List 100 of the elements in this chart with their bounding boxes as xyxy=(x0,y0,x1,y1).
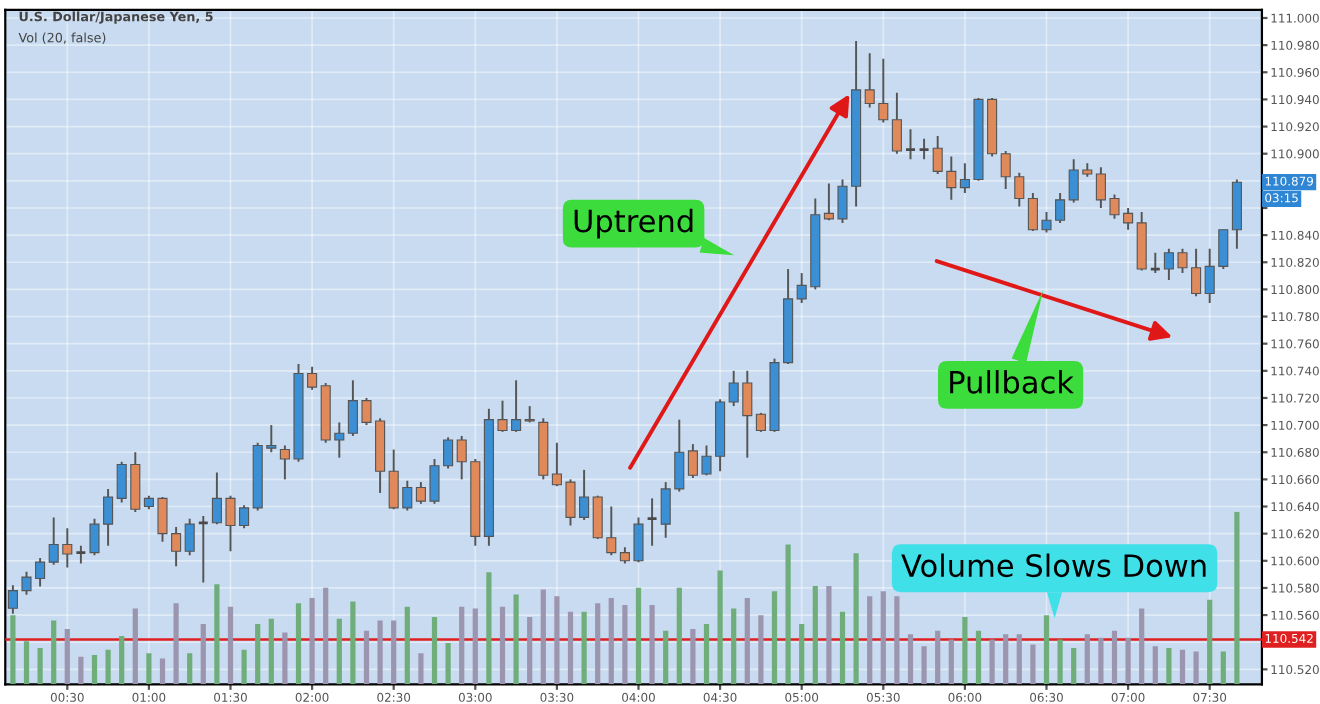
candlestick xyxy=(184,517,195,557)
bar xyxy=(268,618,274,685)
bar xyxy=(527,617,533,685)
bar xyxy=(567,611,574,685)
bar xyxy=(23,641,30,685)
bar xyxy=(1030,644,1036,685)
bar xyxy=(1220,651,1226,685)
bar xyxy=(336,618,342,685)
bar xyxy=(554,596,560,685)
bar xyxy=(1179,649,1186,685)
bar xyxy=(119,635,125,685)
annotation: Uptrend xyxy=(574,208,693,239)
bar xyxy=(1003,634,1009,685)
bar xyxy=(907,634,914,685)
bar xyxy=(731,608,737,685)
bar xyxy=(540,589,546,685)
annotation: Volume Slows Down xyxy=(901,553,1206,578)
bar xyxy=(867,596,873,685)
annotation: Pullback xyxy=(950,370,1074,394)
bar xyxy=(989,639,995,685)
bar xyxy=(663,630,669,685)
bar xyxy=(935,630,941,685)
bar xyxy=(37,648,43,685)
candlestick xyxy=(1136,211,1147,272)
bar xyxy=(91,654,98,685)
bar xyxy=(703,623,710,685)
bar xyxy=(187,653,193,685)
bar xyxy=(105,649,111,685)
bar xyxy=(758,615,764,685)
bar xyxy=(962,617,968,685)
bar xyxy=(1166,648,1172,685)
bar xyxy=(1098,637,1104,685)
bar xyxy=(839,611,846,685)
bar xyxy=(159,658,166,685)
bar xyxy=(649,604,655,685)
bar xyxy=(948,639,954,685)
bar xyxy=(309,598,315,685)
bar xyxy=(255,623,261,685)
candlestick xyxy=(891,91,902,155)
bar xyxy=(363,630,370,685)
bar xyxy=(785,544,791,685)
bar xyxy=(799,623,805,685)
bar xyxy=(1084,634,1090,685)
bar xyxy=(431,617,438,685)
bar xyxy=(717,570,723,685)
bar xyxy=(214,584,220,685)
bar xyxy=(513,594,519,685)
bar xyxy=(1071,648,1077,685)
bar xyxy=(771,591,778,685)
bar xyxy=(744,598,750,685)
candlestick xyxy=(1231,178,1242,250)
bar xyxy=(1016,634,1022,685)
bar xyxy=(200,623,206,685)
bar xyxy=(282,632,288,685)
bar xyxy=(418,653,424,685)
candlestick xyxy=(918,137,930,161)
bar xyxy=(921,646,927,685)
bar xyxy=(1193,651,1199,685)
bar xyxy=(459,606,465,685)
bar xyxy=(227,606,234,685)
bar xyxy=(826,585,832,685)
bar xyxy=(404,606,410,685)
bar xyxy=(64,629,70,685)
candlestick xyxy=(904,128,917,161)
bar xyxy=(595,603,601,685)
bar xyxy=(1234,511,1240,685)
bar xyxy=(78,656,84,685)
bar xyxy=(241,649,247,685)
bar xyxy=(350,601,356,685)
bar xyxy=(608,598,614,685)
bar xyxy=(486,572,492,685)
candlestick xyxy=(197,515,210,584)
bar xyxy=(146,653,152,685)
bar xyxy=(51,620,57,685)
bar xyxy=(1043,615,1050,685)
bar xyxy=(635,587,642,685)
bar xyxy=(622,604,628,685)
bar xyxy=(499,606,506,685)
bar xyxy=(581,611,587,685)
bar xyxy=(1152,646,1158,685)
bar xyxy=(1057,639,1063,685)
bar xyxy=(472,608,478,685)
bar xyxy=(377,620,383,685)
bar xyxy=(295,603,302,685)
candlestick xyxy=(646,497,658,547)
bar xyxy=(173,603,179,685)
bar xyxy=(1207,599,1213,685)
bar xyxy=(1125,637,1131,685)
bar xyxy=(391,620,397,685)
bar xyxy=(880,591,886,685)
bar xyxy=(323,587,329,685)
bar xyxy=(853,553,859,685)
bar xyxy=(676,587,682,685)
bar xyxy=(10,615,16,685)
bar xyxy=(1139,608,1145,685)
bar xyxy=(690,629,696,685)
bar xyxy=(812,585,818,685)
bar xyxy=(975,630,982,685)
bar xyxy=(1111,630,1118,685)
bar xyxy=(894,596,900,685)
